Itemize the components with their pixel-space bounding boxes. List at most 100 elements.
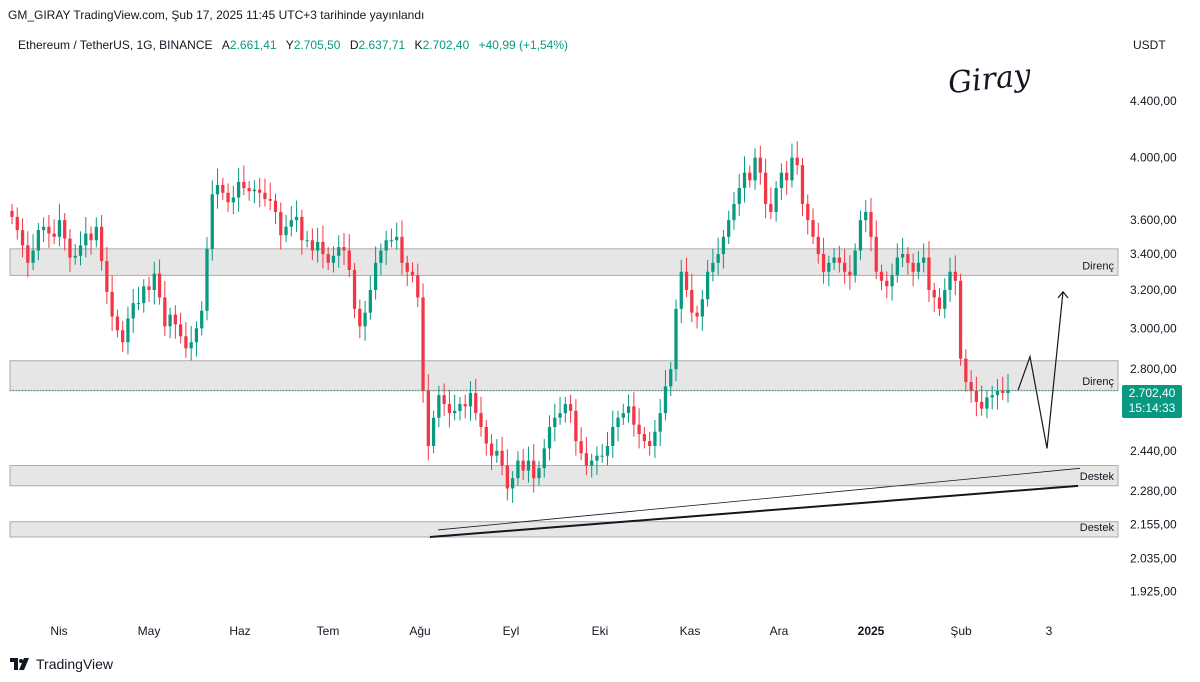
candle-45 [247, 188, 251, 192]
candle-149 [795, 157, 799, 166]
candle-145 [774, 188, 778, 212]
candle-106 [568, 404, 573, 411]
open-value: 2.661,41 [229, 38, 277, 52]
candle-104 [558, 413, 562, 418]
y-tick-label-8: 2.440,00 [1130, 444, 1177, 458]
candle-169 [900, 254, 905, 258]
last-price-badge: 2.702,40 15:14:33 [1122, 385, 1182, 418]
candle-32 [179, 324, 183, 337]
candle-34 [189, 342, 193, 349]
trendline-thin [437, 467, 1081, 531]
candle-186 [990, 395, 994, 398]
candle-74 [400, 236, 404, 263]
candle-138 [737, 188, 741, 204]
candle-33 [184, 336, 188, 349]
candle-98 [526, 460, 531, 471]
drawings-layer [10, 290, 1118, 539]
candle-183 [974, 390, 979, 402]
candle-76 [410, 271, 415, 276]
price-axis[interactable]: 4.400,00 4.000,00 3.600,00 3.400,00 3.200,00… [1130, 94, 1177, 598]
candle-121 [648, 441, 652, 446]
candle-139 [742, 172, 747, 189]
x-tick-label-10: Şub [950, 624, 972, 638]
candle-136 [727, 220, 731, 237]
candle-28 [157, 273, 162, 298]
tradingview-brand[interactable]: TradingView [10, 656, 113, 672]
candle-1 [15, 216, 19, 231]
y-tick-label-10: 2.155,00 [1130, 517, 1177, 531]
candle-148 [790, 157, 794, 181]
candle-35 [194, 328, 199, 343]
candle-91 [489, 443, 494, 456]
candle-41 [226, 192, 230, 203]
candle-101 [542, 448, 546, 469]
candle-116 [621, 413, 625, 418]
candle-63 [342, 247, 346, 251]
candle-71 [384, 240, 388, 251]
candle-3 [26, 245, 30, 263]
candle-5 [36, 230, 40, 251]
close-label: K [414, 38, 423, 52]
candle-13 [78, 245, 83, 256]
y-tick-label-6: 2.800,00 [1130, 362, 1177, 376]
candle-81 [437, 395, 441, 418]
candle-62 [337, 247, 341, 256]
candle-42 [231, 197, 235, 203]
symbol-title[interactable]: Ethereum / TetherUS, 1G, BINANCE [18, 38, 213, 52]
candle-172 [916, 262, 921, 272]
candle-110 [590, 460, 594, 466]
low-label: D [349, 38, 359, 52]
candle-59 [321, 241, 325, 255]
candle-130 [695, 312, 699, 317]
symbol-legend: Ethereum / TetherUS, 1G, BINANCE A2.661,… [18, 38, 568, 52]
x-tick-label-2: Haz [229, 624, 250, 638]
candle-115 [616, 417, 620, 427]
candle-37 [205, 248, 209, 311]
candle-25 [142, 286, 146, 304]
zone-label-0: Direnç [1082, 260, 1114, 272]
x-tick-label-7: Kas [680, 624, 701, 638]
candle-27 [152, 273, 156, 290]
candle-164 [874, 236, 878, 272]
y-tick-label-11: 2.035,00 [1130, 551, 1177, 565]
change-value: +40,99 (+1,54%) [478, 38, 569, 52]
candle-29 [163, 297, 167, 327]
y-tick-label-5: 3.000,00 [1130, 321, 1177, 335]
candle-89 [479, 413, 483, 427]
candle-153 [816, 236, 820, 255]
candle-80 [431, 417, 436, 446]
candle-127 [679, 271, 683, 309]
candle-114 [611, 426, 615, 446]
candle-90 [484, 426, 488, 444]
candle-182 [969, 382, 973, 391]
y-tick-label-4: 3.200,00 [1130, 283, 1177, 297]
time-axis[interactable]: Nis May Haz Tem Ağu Eyl Eki Kas Ara 2025 Şub 3 [50, 624, 1052, 638]
candle-0 [10, 210, 14, 217]
candle-108 [579, 441, 583, 454]
candle-7 [47, 226, 51, 234]
candle-103 [553, 417, 557, 427]
currency-label[interactable]: USDT [1133, 38, 1166, 52]
candle-140 [748, 172, 752, 181]
candle-94 [505, 465, 509, 489]
candle-99 [532, 460, 536, 479]
candle-119 [637, 424, 641, 435]
candle-181 [964, 358, 968, 383]
candle-19 [110, 291, 114, 317]
tradingview-logo-icon [10, 658, 29, 670]
candle-46 [252, 189, 257, 192]
zone-2 [9, 465, 1119, 487]
candle-58 [316, 241, 320, 251]
candle-105 [563, 404, 567, 414]
candle-132 [705, 271, 710, 300]
candle-176 [937, 297, 942, 309]
open-label: A [221, 38, 230, 52]
candle-6 [41, 226, 46, 231]
candle-78 [421, 297, 425, 391]
candle-75 [405, 262, 409, 272]
candle-51 [279, 211, 283, 236]
candle-159 [848, 271, 852, 276]
candle-44 [242, 181, 246, 189]
candle-150 [800, 165, 805, 204]
